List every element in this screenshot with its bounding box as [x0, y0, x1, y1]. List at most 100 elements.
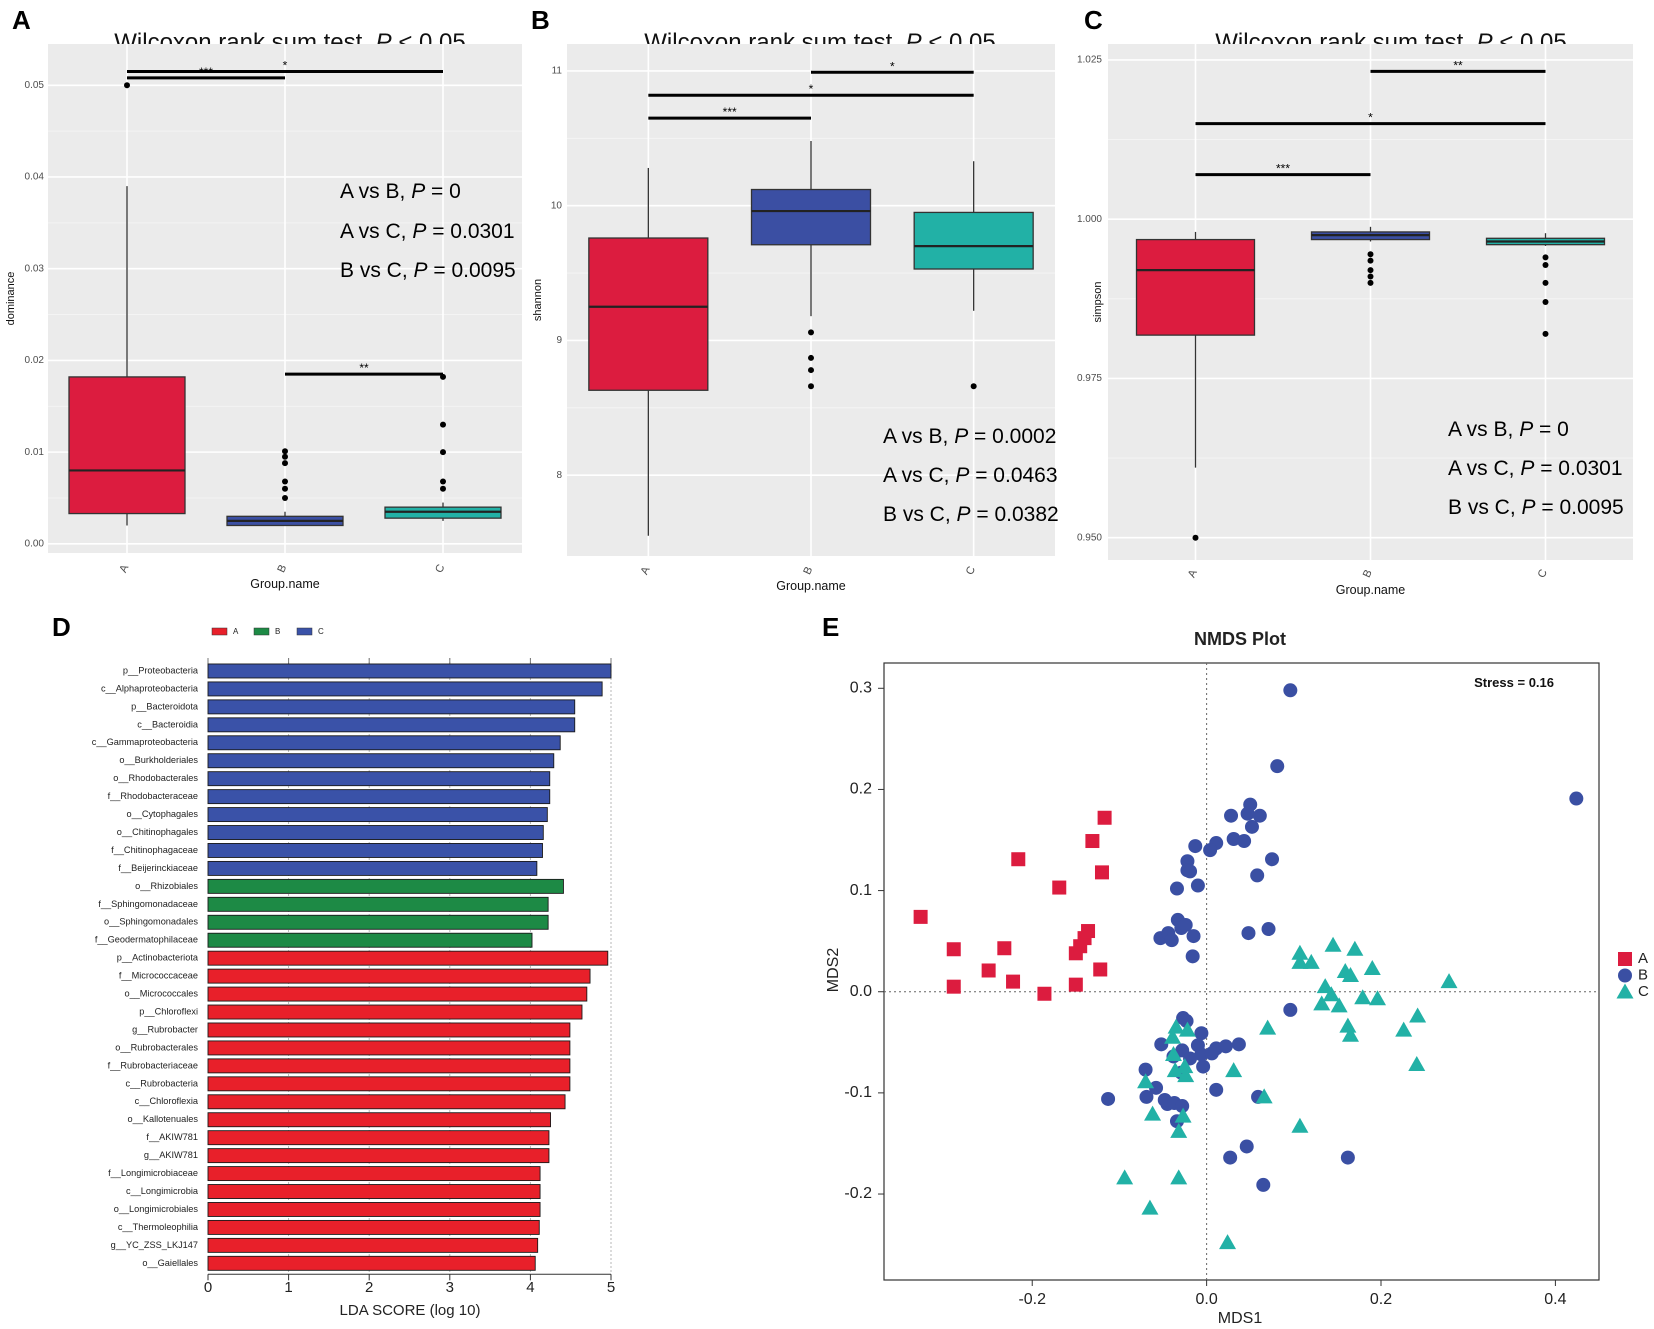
data-point — [1291, 1117, 1309, 1133]
data-point — [1138, 1062, 1153, 1077]
legend-label: A — [233, 627, 239, 636]
y-tick-label: 1.025 — [1077, 55, 1102, 66]
x-tick-label: 5 — [607, 1279, 615, 1296]
bar-label: c__Alphaproteobacteria — [101, 683, 199, 693]
data-point — [1302, 953, 1320, 969]
pvalue-annotation: A vs C, P = 0.0463 — [883, 464, 1058, 487]
significance-stars: *** — [723, 105, 737, 119]
annotation-suffix: = 0.0301 — [1534, 457, 1622, 480]
outlier-point — [1367, 257, 1374, 264]
y-tick-label: 0.975 — [1077, 373, 1102, 384]
outlier-point — [440, 485, 446, 492]
data-point — [1177, 1067, 1195, 1083]
y-tick-label: 0.3 — [850, 680, 872, 697]
annotation-prefix: A vs C, — [883, 464, 955, 487]
lda-bar — [207, 699, 576, 715]
data-point — [1346, 940, 1364, 956]
box-b — [750, 141, 872, 390]
bar-label: g__YC_ZSS_LKJ147 — [111, 1240, 198, 1250]
x-tick-label: B — [801, 565, 815, 577]
x-tick-label: 4 — [526, 1279, 534, 1296]
outlier-point — [1542, 254, 1549, 261]
data-point — [997, 941, 1012, 956]
data-point — [1164, 1045, 1182, 1061]
data-point — [1037, 986, 1052, 1001]
data-point — [1244, 819, 1259, 834]
bar-label: o__Rhodobacterales — [113, 773, 198, 783]
box-body — [1135, 238, 1256, 336]
lda-bar — [207, 860, 538, 876]
annotation-suffix: = 0 — [1533, 418, 1569, 441]
legend-swatch-a — [211, 627, 228, 636]
annotation-p: P — [412, 220, 426, 243]
plot-frame — [883, 662, 1600, 1281]
bar-label: o__Sphingomonadales — [104, 917, 198, 927]
data-point — [1259, 1019, 1277, 1035]
x-tick-label: 0.2 — [1370, 1291, 1392, 1308]
data-point — [1068, 977, 1083, 992]
outlier-point — [282, 453, 288, 460]
bar-label: p__Chloroflexi — [139, 1006, 198, 1016]
y-tick-label: 0.05 — [25, 80, 45, 91]
bar-label: f__AKIW781 — [146, 1132, 198, 1142]
pvalue-annotation: A vs B, P = 0 — [340, 180, 461, 203]
data-point — [1250, 868, 1265, 883]
data-point — [1116, 1169, 1134, 1185]
data-point — [1186, 929, 1201, 944]
data-point — [1354, 989, 1372, 1005]
legend-marker-a — [1618, 952, 1632, 966]
lda-bar — [207, 1112, 551, 1128]
lda-bar — [207, 807, 548, 823]
lda-bar — [207, 1148, 550, 1164]
y-tick-label: 8 — [556, 470, 562, 481]
data-point — [913, 909, 928, 924]
bar-label: f__Rhodobacteraceae — [108, 791, 198, 801]
data-point — [1164, 933, 1179, 948]
data-point — [1085, 834, 1100, 849]
data-point — [1313, 995, 1331, 1011]
data-point — [1209, 1082, 1224, 1097]
x-tick-label: B — [1361, 568, 1375, 580]
stress-label: Stress = 0.16 — [1474, 675, 1554, 690]
outlier-point — [1542, 330, 1549, 337]
pvalue-annotation: B vs C, P = 0.0382 — [883, 503, 1059, 526]
lda-bar — [207, 932, 533, 948]
x-tick-label: B — [275, 563, 289, 575]
box-b — [226, 448, 344, 527]
annotation-prefix: B vs C, — [1448, 496, 1522, 519]
data-point — [1174, 1107, 1192, 1123]
data-point — [1322, 986, 1340, 1002]
bar-label: o__Rubrobacterales — [115, 1042, 198, 1052]
data-point — [1154, 1037, 1169, 1052]
bar-label: c__Gammaproteobacteria — [92, 737, 199, 747]
annotation-suffix: = 0.0095 — [1536, 496, 1624, 519]
box-body — [588, 237, 709, 391]
significance-stars: ** — [359, 361, 369, 375]
x-axis-label: MDS1 — [1218, 1310, 1263, 1327]
lda-bar — [207, 914, 549, 930]
outlier-point — [440, 478, 446, 485]
bar-label: p__Proteobacteria — [123, 665, 199, 675]
data-point — [1144, 1105, 1162, 1121]
data-point — [1225, 1062, 1243, 1078]
data-point — [1265, 852, 1280, 867]
lda-bar — [207, 1202, 541, 1217]
x-tick-label: C — [1536, 568, 1550, 580]
legend-label: C — [1638, 983, 1649, 1000]
data-point — [1101, 1091, 1116, 1106]
bar-label: g__AKIW781 — [144, 1150, 198, 1160]
lda-bar — [207, 1166, 541, 1182]
bar-label: f__Longimicrobiaceae — [108, 1168, 198, 1178]
legend-label: C — [318, 627, 324, 636]
significance-stars: *** — [1276, 162, 1290, 176]
annotation-suffix: = 0 — [425, 180, 461, 203]
y-tick-label: 0.02 — [25, 355, 45, 366]
y-tick-label: 0.1 — [850, 882, 872, 899]
outlier-point — [440, 421, 446, 428]
x-tick-label: 0.0 — [1195, 1291, 1217, 1308]
data-point — [1283, 1002, 1298, 1017]
